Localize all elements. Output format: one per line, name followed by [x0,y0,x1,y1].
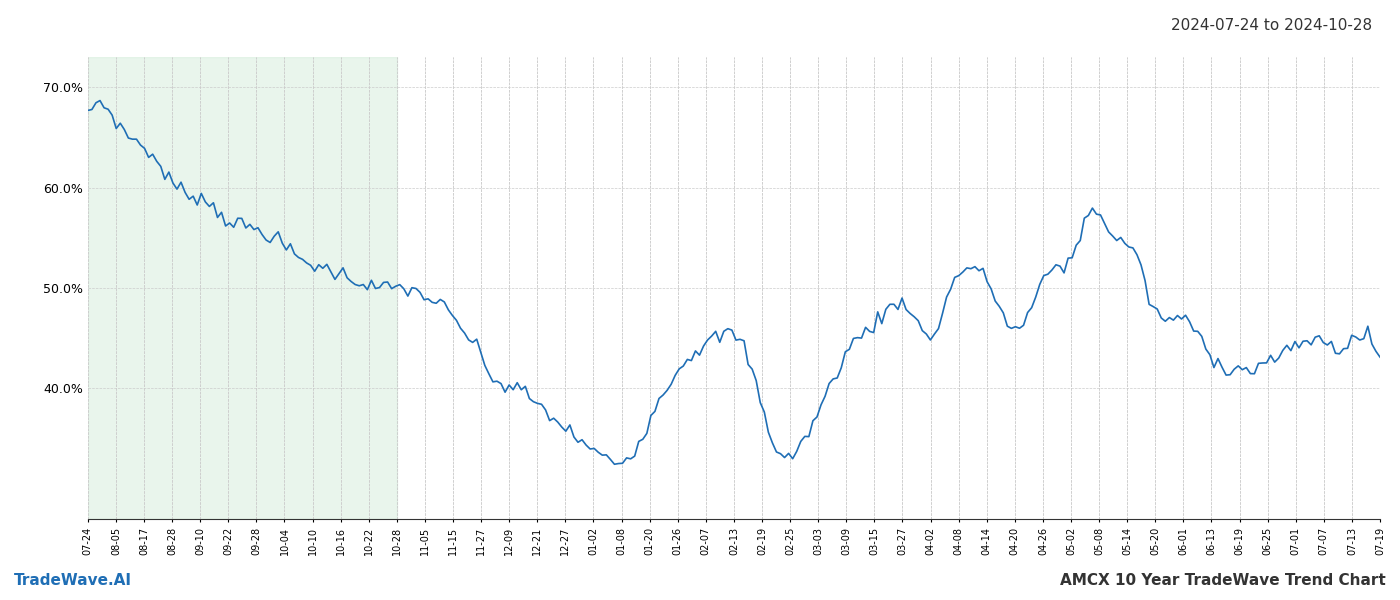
Text: 2024-07-24 to 2024-10-28: 2024-07-24 to 2024-10-28 [1170,18,1372,33]
Bar [88,57,396,519]
Text: TradeWave.AI: TradeWave.AI [14,573,132,588]
Text: AMCX 10 Year TradeWave Trend Chart: AMCX 10 Year TradeWave Trend Chart [1060,573,1386,588]
